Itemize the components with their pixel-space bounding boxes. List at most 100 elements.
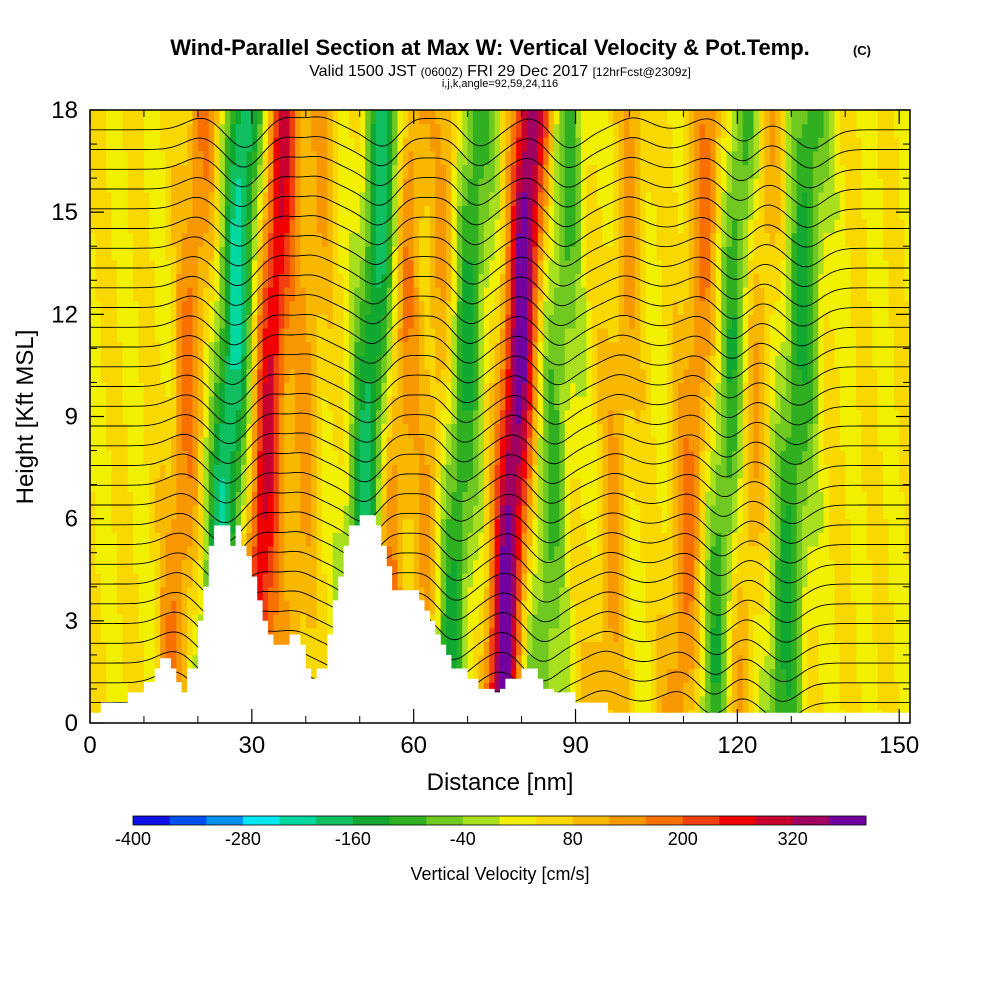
velocity-cell [580, 559, 587, 574]
velocity-cell [694, 682, 701, 697]
velocity-cell [413, 341, 420, 356]
velocity-cell [446, 355, 453, 370]
velocity-cell [624, 695, 631, 710]
velocity-cell [580, 682, 587, 697]
velocity-cell [651, 327, 658, 343]
velocity-cell [683, 654, 690, 670]
velocity-cell [100, 423, 107, 438]
velocity-cell [586, 327, 593, 343]
velocity-cell [95, 436, 102, 452]
velocity-cell [203, 314, 210, 329]
velocity-cell [839, 314, 846, 329]
velocity-cell [705, 518, 711, 533]
velocity-cell [402, 409, 409, 424]
velocity-cell [845, 355, 852, 370]
velocity-cell [796, 668, 803, 683]
velocity-cell [807, 327, 814, 343]
velocity-cell [877, 627, 884, 642]
velocity-cell [678, 368, 685, 384]
velocity-cell [796, 586, 803, 601]
velocity-cell [170, 396, 177, 411]
velocity-cell [796, 287, 803, 302]
velocity-cell [586, 586, 593, 601]
velocity-cell [553, 545, 560, 561]
velocity-cell [850, 355, 857, 370]
velocity-cell [602, 382, 609, 397]
velocity-cell [381, 464, 388, 479]
velocity-cell [737, 545, 744, 561]
velocity-cell [332, 545, 339, 561]
velocity-cell [483, 518, 490, 533]
velocity-cell [451, 300, 458, 315]
velocity-cell [699, 409, 706, 424]
velocity-cell [451, 545, 458, 561]
velocity-cell [521, 505, 528, 520]
velocity-cell [521, 600, 528, 615]
velocity-cell [678, 300, 685, 315]
velocity-cell [613, 450, 620, 465]
velocity-cell [241, 382, 248, 397]
velocity-cell [235, 464, 242, 479]
velocity-cell [775, 382, 782, 397]
velocity-cell [181, 300, 188, 315]
velocity-cell [273, 341, 280, 356]
velocity-cell [526, 586, 533, 601]
velocity-cell [866, 532, 873, 547]
velocity-cell [618, 355, 625, 370]
velocity-cell [893, 341, 900, 356]
velocity-cell [100, 396, 107, 411]
velocity-cell [667, 641, 674, 656]
velocity-cell [580, 600, 587, 615]
velocity-cell [165, 477, 172, 493]
velocity-cell [721, 477, 728, 493]
velocity-cell [278, 300, 285, 315]
velocity-cell [483, 586, 490, 601]
velocity-cell [381, 300, 388, 315]
velocity-cell [494, 287, 501, 302]
velocity-cell [812, 627, 819, 642]
velocity-cell [138, 668, 145, 683]
velocity-cell [607, 668, 614, 683]
velocity-cell [570, 627, 577, 642]
velocity-cell [375, 355, 382, 370]
velocity-cell [602, 436, 609, 452]
velocity-cell [251, 396, 258, 411]
velocity-cell [661, 518, 668, 533]
velocity-cell [904, 586, 910, 601]
velocity-cell [483, 287, 490, 302]
velocity-cell [645, 491, 652, 506]
velocity-cell [176, 518, 183, 533]
velocity-cell [634, 341, 641, 356]
velocity-cell [607, 423, 614, 438]
velocity-cell [548, 654, 555, 670]
velocity-cell [284, 382, 291, 397]
velocity-cell [769, 518, 776, 533]
velocity-cell [375, 423, 382, 438]
velocity-cell [802, 600, 809, 615]
velocity-cell [187, 355, 194, 370]
velocity-cell [429, 464, 436, 479]
velocity-cell [785, 600, 792, 615]
velocity-cell [602, 423, 609, 438]
velocity-cell [764, 573, 771, 588]
velocity-cell [597, 505, 604, 520]
velocity-cell [796, 355, 803, 370]
velocity-cell [521, 368, 528, 384]
velocity-cell [818, 518, 825, 533]
velocity-cell [375, 341, 382, 356]
velocity-cell [122, 668, 129, 683]
velocity-cell [214, 314, 221, 329]
velocity-cell [305, 382, 312, 397]
velocity-cell [656, 300, 663, 315]
velocity-cell [467, 423, 474, 438]
velocity-cell [284, 545, 291, 561]
velocity-cell [607, 382, 614, 397]
velocity-cell [553, 396, 560, 411]
velocity-cell [160, 532, 167, 547]
velocity-cell [764, 559, 771, 574]
velocity-cell [537, 545, 544, 561]
velocity-cell [208, 368, 215, 384]
velocity-cell [208, 314, 215, 329]
velocity-cell [591, 614, 598, 629]
velocity-cell [90, 668, 96, 683]
